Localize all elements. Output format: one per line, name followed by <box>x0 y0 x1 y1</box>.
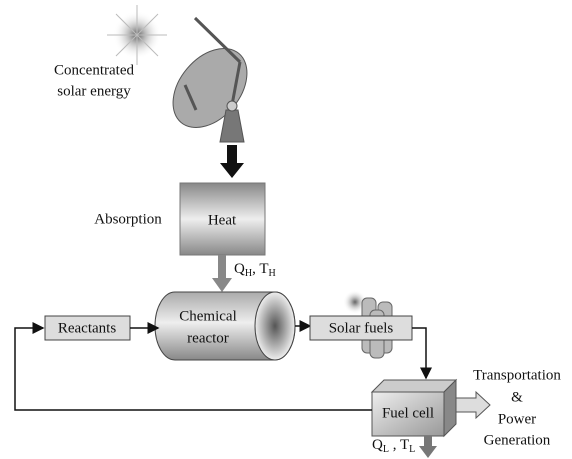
solar-fuels-label: Solar fuels <box>329 320 394 336</box>
label-part: H <box>268 268 275 279</box>
label-part: H <box>245 268 252 279</box>
arrow <box>419 436 437 458</box>
heat-input-label: QH, TH <box>234 261 276 279</box>
fuel-cell-label: Fuel cell <box>382 405 434 421</box>
heat-label: Heat <box>208 212 237 228</box>
source-label: Concentrated <box>54 62 134 78</box>
output-label: Generation <box>484 432 551 448</box>
absorption-label: Absorption <box>94 211 162 227</box>
label-part: , <box>252 261 259 277</box>
arrow <box>455 390 491 420</box>
label-part: T <box>400 437 409 453</box>
arrow <box>220 145 244 178</box>
label-part: L <box>383 444 389 455</box>
reactants-box <box>44 315 131 341</box>
arrow <box>412 327 432 380</box>
label-part: Q <box>234 261 245 277</box>
source-label: solar energy <box>57 83 131 99</box>
label-part: , <box>389 437 400 453</box>
label-part: T <box>259 261 268 277</box>
reactor-label: Chemical <box>179 308 236 324</box>
output-label: & <box>511 389 523 405</box>
label-part: Q <box>372 437 383 453</box>
heat-box <box>179 182 266 256</box>
reactants-label: Reactants <box>58 320 116 336</box>
feedback-line <box>14 322 372 411</box>
solar-fuels-box <box>309 315 413 341</box>
output-label: Power <box>498 411 536 427</box>
fuel-cell <box>370 378 458 438</box>
solar-dish <box>172 16 248 143</box>
reactor <box>154 291 296 361</box>
reactor-label: reactor <box>187 330 229 346</box>
sun <box>107 5 167 65</box>
heat-output-label: QL , TL <box>372 437 415 455</box>
output-label: Transportation <box>473 367 561 383</box>
arrow <box>212 255 232 292</box>
label-part: L <box>409 444 415 455</box>
